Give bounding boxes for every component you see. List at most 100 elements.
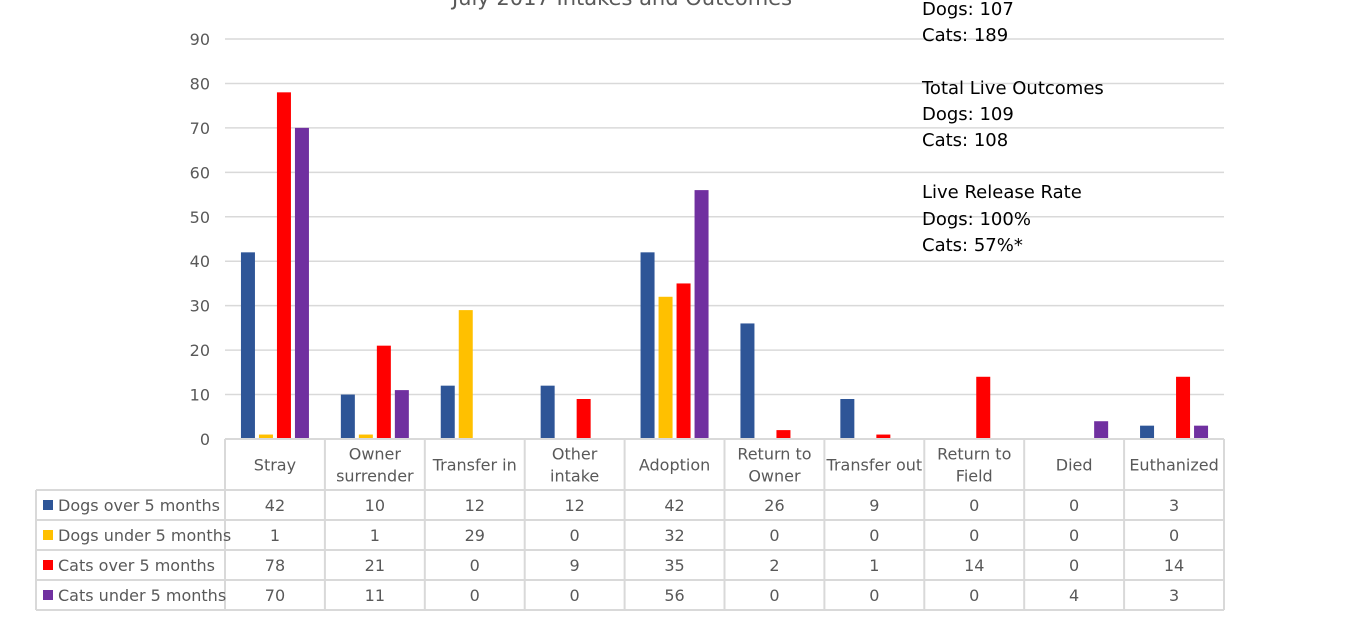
category-label: intake (550, 467, 599, 486)
legend-key (43, 590, 53, 600)
table-cell: 4 (1069, 586, 1079, 605)
bar-4-9 (1094, 421, 1109, 439)
table-cell: 0 (1069, 526, 1079, 545)
table-cell: 12 (564, 496, 584, 515)
bar-3-8 (976, 376, 991, 439)
table-cell: 2 (769, 556, 779, 575)
category-label: Transfer in (432, 456, 517, 475)
table-cell: 42 (265, 496, 285, 515)
table-cell: 14 (1164, 556, 1184, 575)
table-cell: 3 (1169, 586, 1179, 605)
y-tick-label: 80 (190, 74, 210, 93)
table-cell: 11 (365, 586, 385, 605)
table-cell: 70 (265, 586, 285, 605)
annotation-line: Live Release Rate (922, 182, 1082, 204)
annotation-line: Dogs: 100% (922, 208, 1031, 230)
table-cell: 0 (1069, 496, 1079, 515)
table-cell: 3 (1169, 496, 1179, 515)
table-cell: 0 (470, 556, 480, 575)
annotation-line: Dogs: 109 (922, 103, 1014, 125)
bar-1-10 (1140, 425, 1155, 439)
bar-3-5 (676, 283, 691, 439)
table-cell: 10 (365, 496, 385, 515)
category-label: Adoption (639, 456, 710, 475)
series-label: Cats under 5 months (58, 586, 226, 605)
table-cell: 0 (969, 526, 979, 545)
bar-3-10 (1176, 376, 1191, 439)
table-cell: 0 (1169, 526, 1179, 545)
bar-3-6 (776, 430, 791, 439)
table-cell: 21 (365, 556, 385, 575)
y-tick-label: 50 (190, 208, 210, 227)
y-tick-label: 60 (190, 163, 210, 182)
table-cell: 1 (270, 526, 280, 545)
bar-4-1 (294, 127, 309, 439)
table-cell: 0 (869, 526, 879, 545)
category-label: Transfer out (826, 456, 923, 475)
table-cell: 0 (969, 586, 979, 605)
y-tick-label: 10 (190, 386, 210, 405)
table-cell: 32 (664, 526, 684, 545)
bar-1-6 (740, 323, 755, 439)
table-cell: 12 (465, 496, 485, 515)
data-table: Stray Owner surrender Transfer in Other intak… (35, 438, 1225, 611)
bar-1-4 (540, 385, 555, 439)
bar-1-7 (840, 399, 855, 439)
bar-1-2 (340, 394, 355, 439)
y-tick-label: 40 (190, 252, 210, 271)
category-label: Owner (748, 467, 801, 486)
table-cell: 0 (769, 526, 779, 545)
annotation-line: Cats: 189 (922, 25, 1009, 47)
table-cell: 0 (570, 586, 580, 605)
y-tick-label: 0 (200, 430, 210, 449)
category-label: Stray (254, 456, 296, 475)
bar-1-1 (240, 252, 255, 439)
bar-3-4 (576, 399, 591, 439)
y-tick-label: 90 (190, 30, 210, 49)
annotation-spacer (922, 154, 1104, 180)
chart-title: July 2017 Intakes and Outcomes (450, 0, 792, 10)
bar-2-3 (458, 310, 473, 439)
annotation-line: Cats: 57%* (922, 234, 1023, 256)
category-label: Other (552, 445, 598, 464)
table-cell: 0 (969, 496, 979, 515)
legend-key (43, 560, 53, 570)
bar-2-5 (658, 296, 673, 439)
table-cell: 9 (570, 556, 580, 575)
table-cell: 0 (470, 586, 480, 605)
table-cell: 26 (764, 496, 784, 515)
table-cell: 42 (664, 496, 684, 515)
series-label: Cats over 5 months (58, 556, 215, 575)
table-cell: 1 (869, 556, 879, 575)
legend-key (43, 530, 53, 540)
annotation-line: Cats: 108 (922, 130, 1009, 151)
summary-annotation: Dogs: 107 Cats: 189 Total Live Outcomes Dog… (922, 0, 1104, 259)
annotation-line: Dogs: 107 (922, 0, 1014, 20)
table-cell: 0 (570, 526, 580, 545)
annotation-line: Total Live Outcomes (922, 77, 1104, 99)
bar-4-10 (1194, 425, 1209, 439)
legend-key (43, 500, 53, 510)
bar-3-1 (276, 92, 291, 439)
series-label: Dogs over 5 months (58, 496, 220, 515)
series-label: Dogs under 5 months (58, 526, 231, 545)
table-cell: 14 (964, 556, 984, 575)
annotation-spacer (922, 49, 1104, 75)
bar-4-5 (694, 190, 709, 439)
y-axis-ticks: 0 10 20 30 40 50 60 70 80 90 (190, 30, 210, 449)
bar-1-3 (440, 385, 455, 439)
bar-2-2 (358, 434, 373, 439)
bar-1-5 (640, 252, 655, 439)
table-cell: 0 (869, 586, 879, 605)
y-tick-label: 70 (190, 119, 210, 138)
gridlines (225, 38, 1224, 440)
bar-3-2 (376, 345, 391, 439)
table-cell: 78 (265, 556, 285, 575)
bars (240, 92, 1209, 439)
table-cell: 1 (370, 526, 380, 545)
category-label: Died (1056, 456, 1093, 475)
table-cell: 29 (465, 526, 485, 545)
bar-3-7 (876, 434, 891, 439)
table-cell: 9 (869, 496, 879, 515)
